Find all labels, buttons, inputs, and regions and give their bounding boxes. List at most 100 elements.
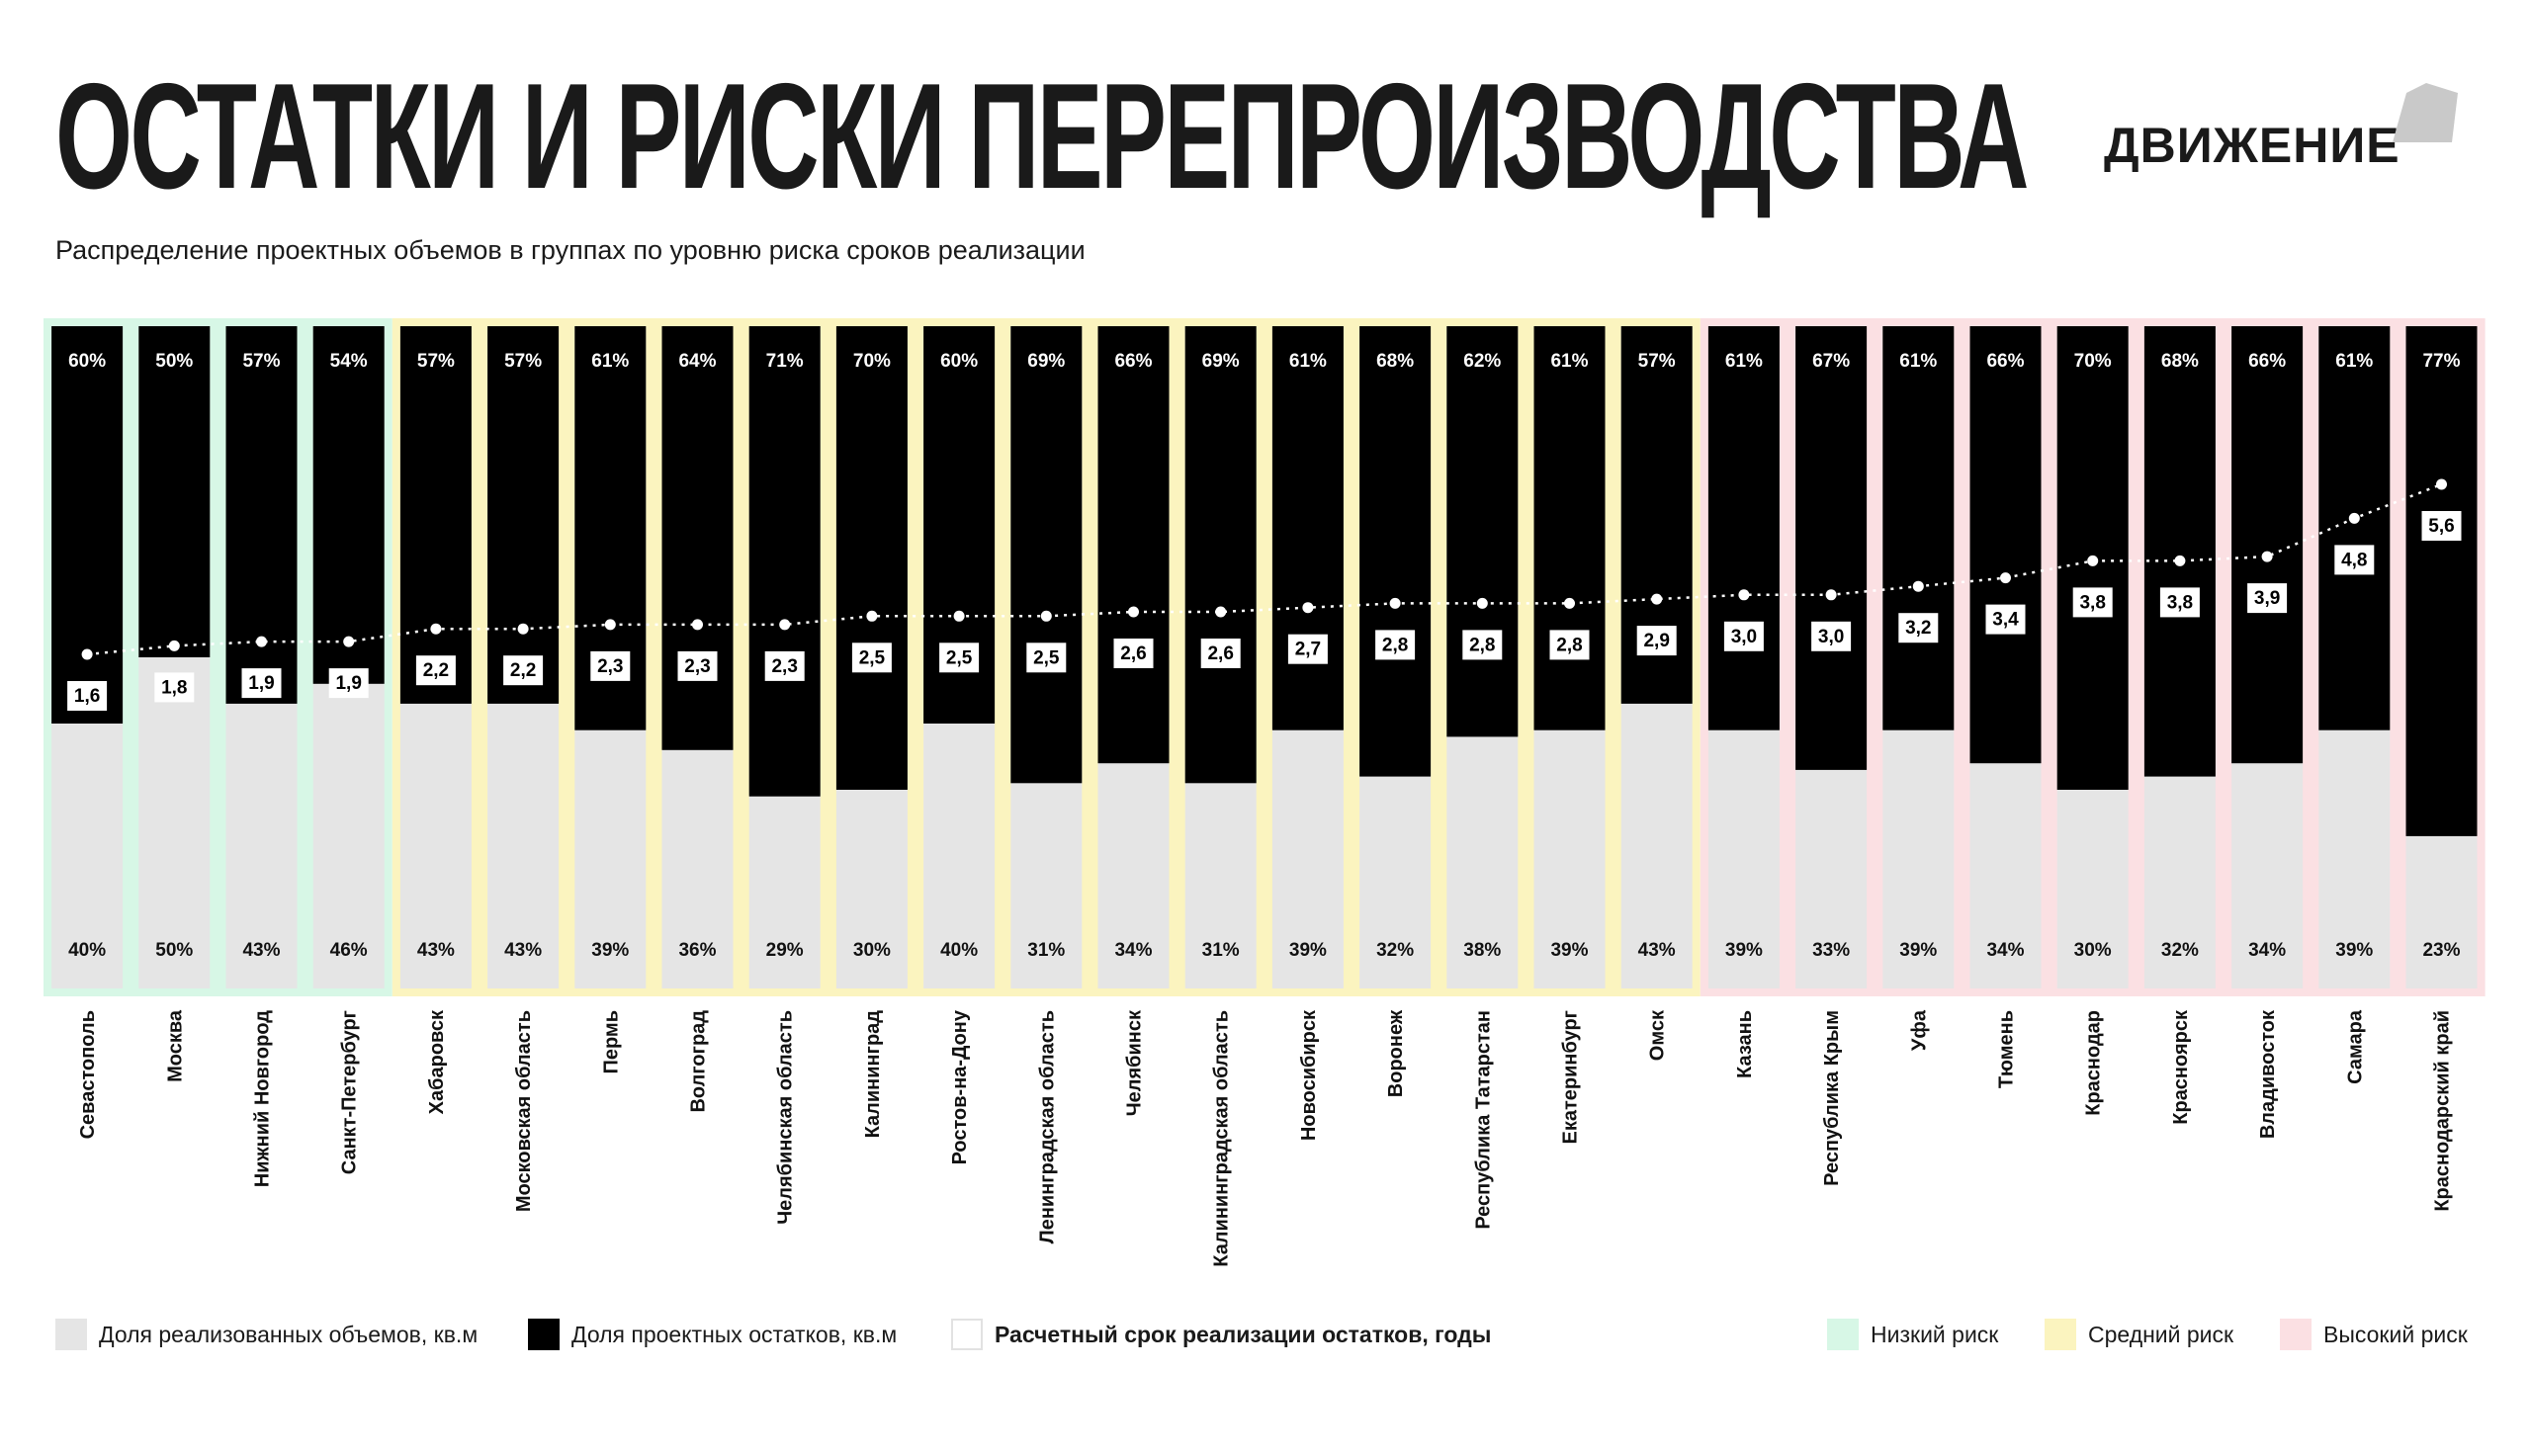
term-point bbox=[1040, 610, 1052, 622]
term-point bbox=[2348, 512, 2360, 524]
label-remaining-pct: 54% bbox=[330, 351, 368, 372]
legend-swatch-realized bbox=[55, 1319, 87, 1350]
term-point bbox=[343, 636, 355, 647]
label-realized-pct: 31% bbox=[1202, 940, 1240, 961]
term-point bbox=[2174, 555, 2186, 566]
label-realized-pct: 40% bbox=[940, 940, 978, 961]
term-label-box bbox=[154, 672, 195, 703]
category-label: Казань bbox=[1734, 1010, 1756, 1078]
category-label: Владивосток bbox=[2257, 1009, 2279, 1139]
term-point bbox=[1912, 580, 1924, 592]
term-label: 1,8 bbox=[161, 677, 187, 698]
label-realized-pct: 32% bbox=[2161, 940, 2199, 961]
legend-label-realized: Доля реализованных объемов, кв.м bbox=[99, 1321, 479, 1347]
term-point bbox=[2261, 551, 2273, 562]
term-label-box bbox=[939, 642, 980, 673]
label-realized-pct: 39% bbox=[591, 940, 629, 961]
legend-label-high-risk: Высокий риск bbox=[2323, 1321, 2468, 1347]
bar-remaining bbox=[1359, 326, 1432, 777]
label-realized-pct: 32% bbox=[1376, 940, 1414, 961]
term-label-box bbox=[2334, 545, 2375, 575]
label-remaining-pct: 68% bbox=[2161, 351, 2199, 372]
bar-remaining bbox=[835, 326, 908, 790]
term-point bbox=[1128, 606, 1139, 618]
label-remaining-pct: 66% bbox=[1114, 351, 1152, 372]
term-label: 2,3 bbox=[684, 656, 710, 677]
term-point bbox=[1215, 606, 1227, 618]
term-label-box bbox=[67, 681, 108, 711]
term-label: 2,5 bbox=[859, 647, 886, 668]
legend-label-term: Расчетный срок реализации остатков, годы bbox=[995, 1321, 1492, 1347]
term-label: 2,6 bbox=[1120, 643, 1146, 664]
term-label: 2,2 bbox=[510, 660, 536, 681]
term-point bbox=[1825, 589, 1837, 601]
legend-medium-risk: Средний риск bbox=[2045, 1319, 2233, 1350]
term-label: 2,2 bbox=[423, 660, 449, 681]
label-remaining-pct: 60% bbox=[940, 351, 978, 372]
term-label-box bbox=[241, 668, 282, 699]
label-realized-pct: 39% bbox=[1289, 940, 1327, 961]
term-label-box bbox=[1723, 621, 1764, 651]
term-point bbox=[692, 619, 703, 631]
label-remaining-pct: 57% bbox=[242, 351, 280, 372]
bar-remaining bbox=[1533, 326, 1606, 730]
label-realized-pct: 39% bbox=[1725, 940, 1763, 961]
label-remaining-pct: 57% bbox=[1638, 351, 1676, 372]
label-remaining-pct: 70% bbox=[853, 351, 891, 372]
category-label: Ленинградская область bbox=[1036, 1010, 1058, 1243]
page-subtitle: Распределение проектных объемов в группа… bbox=[55, 235, 1086, 265]
bar-remaining bbox=[2318, 326, 2391, 730]
bar-remaining bbox=[1184, 326, 1257, 784]
legend-realized: Доля реализованных объемов, кв.м bbox=[55, 1319, 478, 1350]
bar-remaining bbox=[1795, 326, 1868, 770]
category-label: Хабаровск bbox=[426, 1009, 448, 1114]
label-remaining-pct: 66% bbox=[2248, 351, 2286, 372]
category-label: Севастополь bbox=[77, 1010, 99, 1139]
term-label: 3,8 bbox=[2167, 592, 2193, 613]
label-remaining-pct: 60% bbox=[68, 351, 106, 372]
term-label-box bbox=[1287, 634, 1328, 664]
bar-remaining bbox=[1446, 326, 1519, 737]
term-point bbox=[779, 619, 791, 631]
category-label: Самара bbox=[2344, 1009, 2366, 1084]
category-label: Челябинск bbox=[1124, 1009, 1146, 1116]
category-label: Калининград bbox=[862, 1010, 884, 1139]
term-label: 2,3 bbox=[597, 656, 623, 677]
legend-label-medium-risk: Средний риск bbox=[2088, 1321, 2234, 1347]
term-point bbox=[1302, 602, 1314, 614]
category-label: Омск bbox=[1647, 1009, 1669, 1061]
label-remaining-pct: 61% bbox=[1725, 351, 1763, 372]
category-label: Уфа bbox=[1908, 1009, 1930, 1051]
legend-swatch-remaining bbox=[528, 1319, 560, 1350]
label-realized-pct: 31% bbox=[1027, 940, 1065, 961]
term-label: 1,9 bbox=[335, 673, 361, 694]
term-label: 1,9 bbox=[248, 673, 274, 694]
term-label: 3,4 bbox=[1992, 610, 2019, 631]
term-label: 2,5 bbox=[1033, 647, 1060, 668]
term-point bbox=[430, 623, 442, 635]
label-realized-pct: 46% bbox=[330, 940, 368, 961]
label-remaining-pct: 61% bbox=[1550, 351, 1588, 372]
category-label: Воронеж bbox=[1385, 1009, 1407, 1097]
term-label: 2,8 bbox=[1469, 635, 1495, 655]
term-label: 1,6 bbox=[74, 686, 100, 707]
label-remaining-pct: 71% bbox=[766, 351, 804, 372]
category-label: Екатеринбург bbox=[1560, 1010, 1582, 1144]
term-label-box bbox=[2247, 583, 2288, 614]
term-label: 3,0 bbox=[1818, 627, 1844, 647]
label-realized-pct: 40% bbox=[68, 940, 106, 961]
legend-swatch-medium-risk bbox=[2045, 1319, 2076, 1350]
label-remaining-pct: 69% bbox=[1202, 351, 1240, 372]
term-label: 4,8 bbox=[2341, 550, 2367, 570]
category-label: Волгоград bbox=[688, 1010, 710, 1113]
term-point bbox=[866, 610, 878, 622]
label-remaining-pct: 68% bbox=[1376, 351, 1414, 372]
term-label-box bbox=[2159, 587, 2200, 618]
category-label: Калининградская область bbox=[1211, 1010, 1233, 1267]
term-point bbox=[2000, 572, 2011, 584]
term-label-box bbox=[1898, 613, 1939, 643]
label-realized-pct: 34% bbox=[2248, 940, 2286, 961]
term-label: 2,8 bbox=[1556, 635, 1582, 655]
category-label: Краснодар bbox=[2083, 1010, 2105, 1116]
bar-remaining bbox=[1882, 326, 1955, 730]
